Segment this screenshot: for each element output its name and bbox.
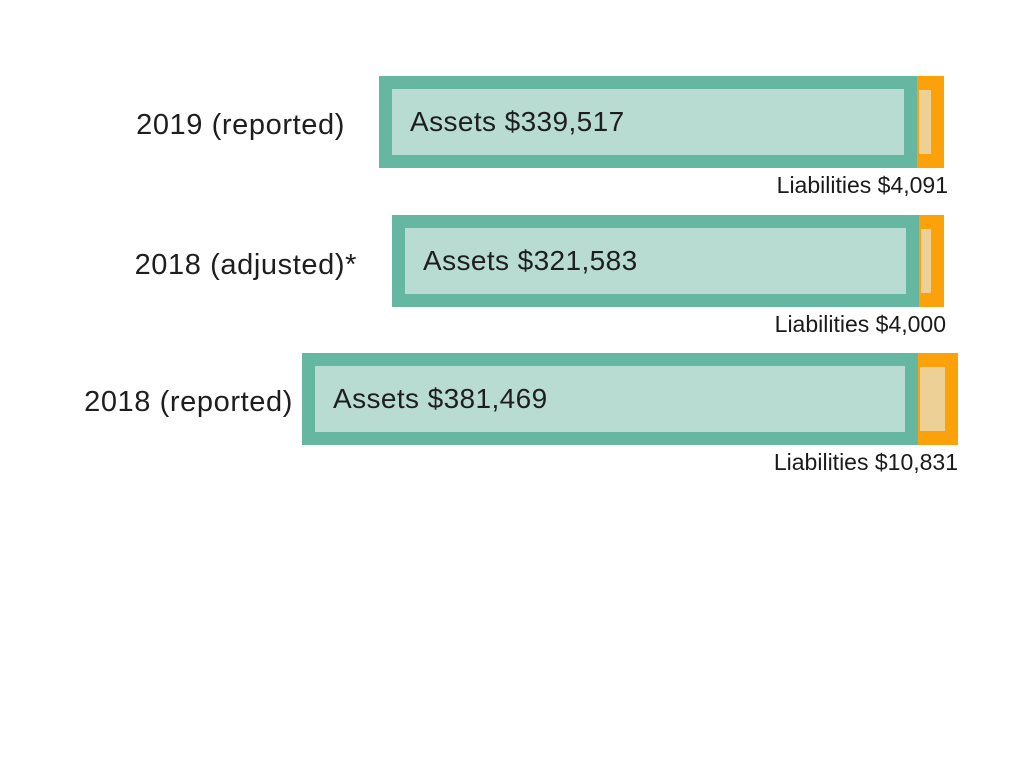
- liabilities-segment-inner: [921, 229, 931, 293]
- bar-row-2018-reported: Assets $381,469: [302, 353, 958, 445]
- liabilities-bar-segment: [919, 215, 944, 307]
- bar-row-2019-reported: Assets $339,517: [379, 76, 944, 168]
- assets-bar-segment: Assets $381,469: [302, 353, 918, 445]
- assets-bar-segment: Assets $321,583: [392, 215, 919, 307]
- liabilities-value-label: Liabilities $4,000: [774, 311, 946, 337]
- liabilities-segment-inner: [919, 90, 931, 154]
- category-label-2019-reported: 2019 (reported): [136, 109, 345, 141]
- liabilities-bar-segment: [918, 353, 958, 445]
- bar-row-2018-adjusted: Assets $321,583: [392, 215, 944, 307]
- assets-bar-segment: Assets $339,517: [379, 76, 917, 168]
- assets-value-label: Assets $321,583: [423, 245, 638, 276]
- assets-value-label: Assets $381,469: [333, 383, 548, 414]
- liabilities-bar-segment: [917, 76, 944, 168]
- liabilities-segment-inner: [920, 367, 945, 431]
- assets-value-label: Assets $339,517: [410, 106, 625, 137]
- category-label-2018-adjusted: 2018 (adjusted)*: [134, 249, 357, 281]
- category-label-2018-reported: 2018 (reported): [84, 386, 293, 418]
- liabilities-value-label: Liabilities $10,831: [773, 449, 958, 475]
- liabilities-value-label: Liabilities $4,091: [776, 172, 948, 198]
